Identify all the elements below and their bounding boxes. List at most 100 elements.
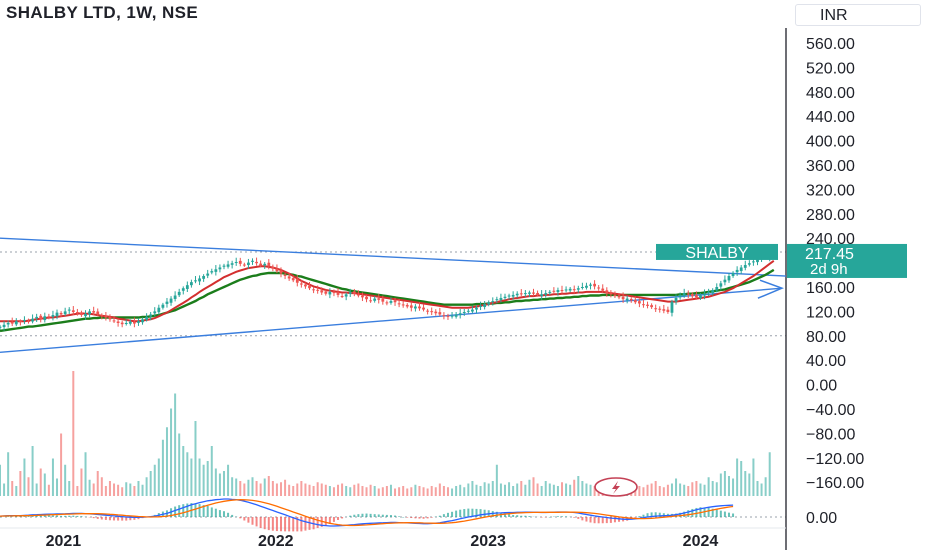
- candle-body: [71, 310, 75, 313]
- macd-histogram-bar: [47, 515, 50, 517]
- candle: [100, 313, 104, 320]
- volume-bar: [231, 477, 234, 496]
- candle: [442, 312, 446, 320]
- macd-histogram-bar: [719, 510, 722, 517]
- candle-body: [495, 299, 499, 301]
- volume-bar: [451, 488, 454, 496]
- candle: [743, 260, 747, 271]
- macd-histogram-bar: [715, 509, 718, 517]
- candle-body: [674, 297, 678, 302]
- candle: [507, 293, 511, 300]
- candle-body: [63, 311, 67, 315]
- volume-bar: [508, 482, 511, 496]
- volume-bar: [7, 452, 10, 496]
- candle: [495, 296, 499, 303]
- candle-body: [756, 259, 759, 263]
- candle: [206, 269, 210, 279]
- candle: [593, 280, 596, 290]
- macd-histogram-bar: [605, 517, 608, 524]
- volume-bar: [108, 481, 111, 496]
- time-axis[interactable]: 2021 2022 2023 2024: [46, 533, 719, 550]
- volume-bar: [414, 484, 417, 496]
- volume-bar: [96, 471, 99, 496]
- candle-body: [340, 296, 344, 298]
- candle-body: [271, 266, 275, 269]
- candle: [271, 264, 275, 272]
- price-axis[interactable]: 560.00 520.00 480.00 440.00 400.00 360.00 320.…: [806, 36, 864, 527]
- candle: [230, 260, 234, 269]
- candle: [617, 293, 621, 300]
- candle: [165, 297, 169, 308]
- candle-body: [385, 302, 389, 304]
- candle: [548, 290, 552, 296]
- candle: [177, 288, 181, 298]
- candle-body: [752, 261, 755, 263]
- macd-histogram-bar: [642, 514, 645, 517]
- candle-body: [572, 289, 576, 291]
- currency-selector[interactable]: INR: [795, 4, 921, 26]
- candle: [59, 311, 63, 317]
- candle-body: [316, 289, 320, 291]
- candle: [637, 298, 641, 308]
- volume-bar: [455, 486, 458, 496]
- macd-histogram-bar: [389, 515, 392, 517]
- macd-histogram-bar: [683, 511, 686, 517]
- candle: [247, 258, 250, 269]
- macd-histogram-bar: [727, 512, 730, 517]
- volume-bar: [51, 458, 54, 496]
- candle-body: [723, 279, 727, 283]
- candle: [458, 308, 462, 319]
- macd-histogram-bar: [39, 515, 42, 517]
- candle: [23, 316, 26, 325]
- candle-body: [633, 300, 637, 303]
- volume-bar: [744, 471, 747, 496]
- macd-histogram-bar: [275, 517, 278, 532]
- candle-body: [173, 295, 177, 299]
- macd-histogram-bar: [96, 517, 99, 519]
- candle: [556, 287, 560, 296]
- macd-histogram-bar: [455, 510, 458, 517]
- candle: [328, 288, 332, 299]
- volume-bar: [556, 486, 559, 496]
- macd-histogram-bar: [284, 517, 287, 532]
- candle: [654, 304, 658, 313]
- volume-bar: [373, 486, 376, 496]
- macd-histogram-bar: [495, 511, 498, 517]
- candle: [642, 299, 645, 308]
- candle-body: [523, 293, 527, 295]
- candle-body: [308, 285, 311, 289]
- candle-body: [735, 269, 739, 273]
- macd-histogram-bar: [585, 517, 588, 522]
- price-tick-label: 120.00: [806, 304, 855, 321]
- macd-histogram-bar: [263, 517, 266, 530]
- candle-body: [275, 268, 279, 272]
- macd-histogram-bar: [64, 515, 67, 517]
- candle-body: [312, 289, 315, 291]
- candle-body: [686, 293, 690, 295]
- candles: [0, 250, 776, 331]
- macd-histogram-bar: [471, 508, 474, 517]
- candle: [650, 303, 654, 309]
- macd-histogram-bar: [255, 517, 258, 527]
- volume-bar: [161, 439, 164, 496]
- candle-body: [185, 285, 189, 289]
- candle: [450, 312, 454, 319]
- candle-body: [47, 316, 51, 318]
- volume-bar: [157, 458, 160, 496]
- ma-fast-line: [0, 259, 775, 323]
- candle: [132, 317, 136, 328]
- candle: [662, 304, 666, 314]
- candle-body: [283, 274, 287, 277]
- volume-bar: [0, 464, 1, 496]
- volume-bar: [487, 483, 490, 496]
- candle-body: [711, 290, 715, 293]
- macd-histogram-bar: [35, 515, 38, 517]
- candle-body: [295, 279, 299, 283]
- macd-histogram-bar: [381, 514, 384, 517]
- candle-body: [548, 291, 552, 293]
- volume-bar: [707, 477, 710, 496]
- volume-bar: [235, 478, 238, 496]
- volume-bar: [585, 483, 588, 496]
- volume-bar: [27, 477, 30, 496]
